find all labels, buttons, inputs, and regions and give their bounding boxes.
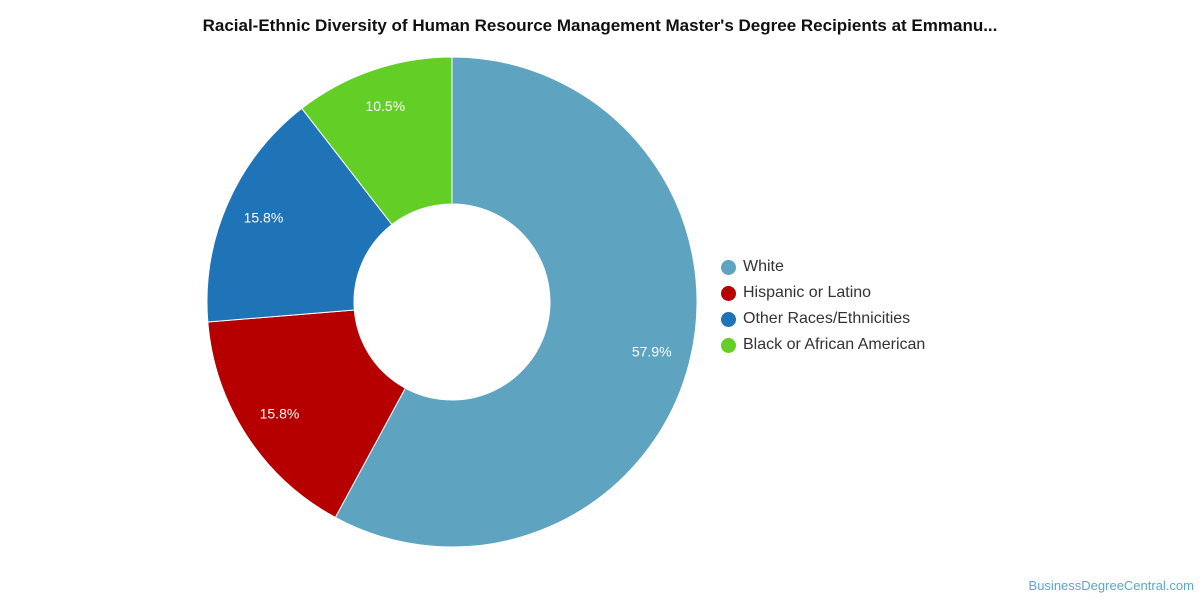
legend-swatch-icon: [721, 311, 736, 327]
legend-item-other-races-ethnicities[interactable]: Other Races/Ethnicities: [721, 306, 925, 332]
slice-value-label: 15.8%: [260, 405, 300, 421]
legend-swatch-icon: [721, 259, 736, 275]
slice-other-races-ethnicities[interactable]: [206, 107, 393, 323]
legend-swatch-icon: [721, 285, 736, 301]
chart-legend: White Hispanic or Latino Other Races/Ethni…: [721, 254, 925, 358]
legend-item-black-or-african-american[interactable]: Black or African American: [721, 332, 925, 358]
donut-slices: [206, 56, 698, 548]
legend-swatch-icon: [721, 337, 736, 353]
slice-value-label: 10.5%: [365, 98, 405, 114]
slice-value-label: 57.9%: [632, 343, 672, 359]
legend-label: Black or African American: [743, 336, 926, 353]
slice-black-or-african-american[interactable]: [301, 56, 453, 226]
slice-value-label: 15.8%: [244, 210, 284, 226]
donut-slice-labels: 57.9% 15.8% 15.8% 10.5%: [244, 98, 672, 421]
legend-item-hispanic-or-latino[interactable]: Hispanic or Latino: [721, 280, 925, 306]
legend-item-white[interactable]: White: [721, 254, 925, 280]
slice-hispanic-or-latino[interactable]: [207, 309, 407, 519]
chart-title: Racial-Ethnic Diversity of Human Resourc…: [202, 16, 998, 35]
site-credit-link[interactable]: BusinessDegreeCentral.com: [1028, 578, 1194, 593]
legend-label: White: [743, 258, 784, 275]
slice-white[interactable]: [334, 56, 698, 548]
legend-label: Other Races/Ethnicities: [743, 310, 911, 327]
legend-label: Hispanic or Latino: [743, 284, 872, 301]
